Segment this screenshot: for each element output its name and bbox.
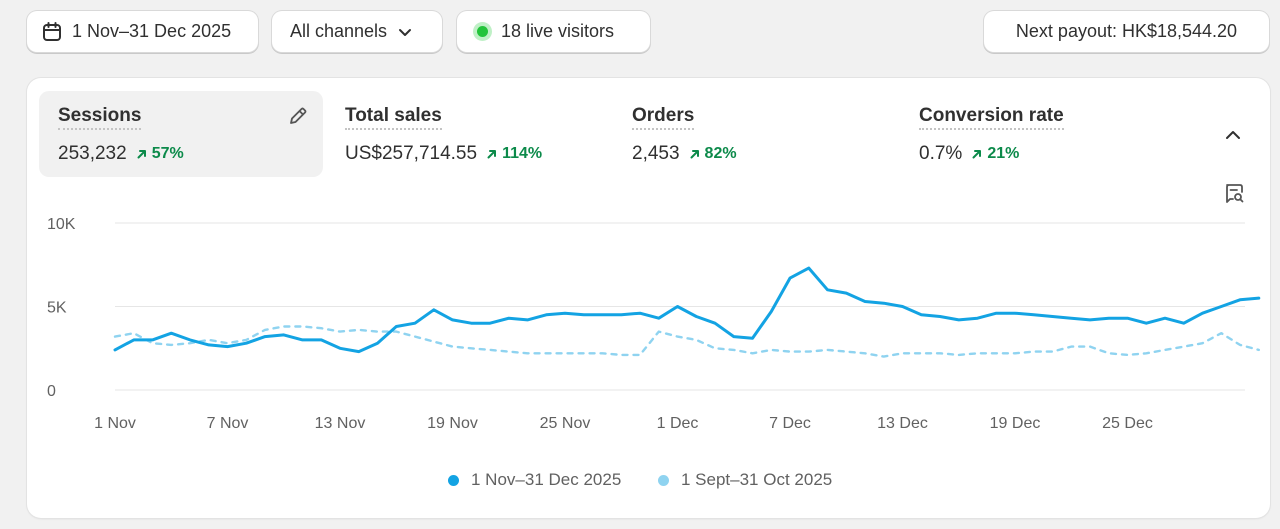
analytics-card: Sessions 253,232 57% Total sales US$257,… — [27, 78, 1270, 518]
metric-title: Conversion rate — [919, 105, 1064, 130]
arrow-up-right-icon — [487, 150, 497, 159]
channels-label: All channels — [290, 21, 388, 41]
series-line-current[interactable] — [113, 266, 1261, 354]
legend-previous[interactable]: 1 Sept–31 Oct 2025 — [658, 470, 832, 490]
legend-current[interactable]: 1 Nov–31 Dec 2025 — [448, 470, 621, 490]
metric-orders[interactable]: Orders 2,453 82% — [613, 91, 897, 177]
next-payout-button[interactable]: Next payout: HK$18,544.20 — [984, 11, 1269, 52]
channels-dropdown[interactable]: All channels — [272, 11, 442, 52]
metric-title: Orders — [632, 105, 695, 130]
chevron-down-icon — [399, 28, 412, 36]
x-tick-label: 25 Nov — [540, 415, 591, 432]
x-tick-label: 7 Dec — [769, 415, 811, 432]
arrow-up-right-icon — [137, 150, 146, 159]
y-tick-label: 5K — [47, 300, 67, 317]
chevron-up-icon[interactable] — [1222, 124, 1244, 146]
metric-value: 2,453 — [632, 143, 680, 164]
x-tick-label: 13 Nov — [315, 415, 366, 432]
metric-value: 0.7% — [919, 143, 963, 164]
x-tick-label: 19 Nov — [427, 415, 478, 432]
x-tick-label: 1 Nov — [94, 415, 136, 432]
metric-title: Total sales — [345, 105, 442, 130]
legend-label-previous: 1 Sept–31 Oct 2025 — [681, 470, 833, 489]
metric-change: 57% — [151, 145, 184, 162]
metric-change: 114% — [502, 145, 543, 162]
calendar-icon — [43, 21, 61, 41]
x-tick-label: 25 Dec — [1102, 415, 1153, 432]
legend-swatch-current — [448, 474, 459, 486]
legend-swatch-previous — [658, 474, 669, 486]
arrow-up-right-icon — [690, 150, 699, 159]
pencil-icon[interactable] — [287, 105, 309, 127]
metric-title: Sessions — [58, 105, 142, 130]
x-tick-label: 7 Nov — [207, 415, 249, 432]
metric-change: 82% — [704, 145, 737, 162]
next-payout-label: Next payout: HK$18,544.20 — [1015, 21, 1238, 41]
date-range-button[interactable]: 1 Nov–31 Dec 2025 — [27, 11, 258, 52]
live-status-dot — [477, 26, 488, 37]
date-range-label: 1 Nov–31 Dec 2025 — [72, 21, 232, 41]
metric-conversion-rate[interactable]: Conversion rate 0.7% 21% — [900, 91, 1184, 177]
metric-sessions[interactable]: Sessions 253,232 57% — [39, 91, 323, 177]
metric-value: 253,232 — [58, 143, 127, 164]
arrow-up-right-icon — [972, 150, 982, 159]
live-visitors-label: 18 live visitors — [501, 21, 615, 41]
live-visitors-button[interactable]: 18 live visitors — [457, 11, 650, 52]
x-tick-label: 1 Dec — [657, 415, 699, 432]
y-tick-label: 0 — [47, 383, 56, 400]
metric-value: US$257,714.55 — [345, 143, 478, 164]
chat-search-icon[interactable] — [1223, 182, 1245, 204]
x-tick-label: 13 Dec — [877, 415, 928, 432]
legend-label-current: 1 Nov–31 Dec 2025 — [471, 470, 622, 489]
metric-total-sales[interactable]: Total sales US$257,714.55 114% — [326, 91, 610, 177]
x-tick-label: 19 Dec — [990, 415, 1041, 432]
series-line-previous[interactable] — [113, 325, 1261, 358]
y-tick-label: 10K — [47, 216, 76, 233]
metric-change: 21% — [987, 145, 1020, 162]
sessions-line-chart: 0 5K 10K 1 Nov 7 Nov 13 Nov 19 Nov 25 Nov 1 Dec… — [47, 216, 1261, 432]
